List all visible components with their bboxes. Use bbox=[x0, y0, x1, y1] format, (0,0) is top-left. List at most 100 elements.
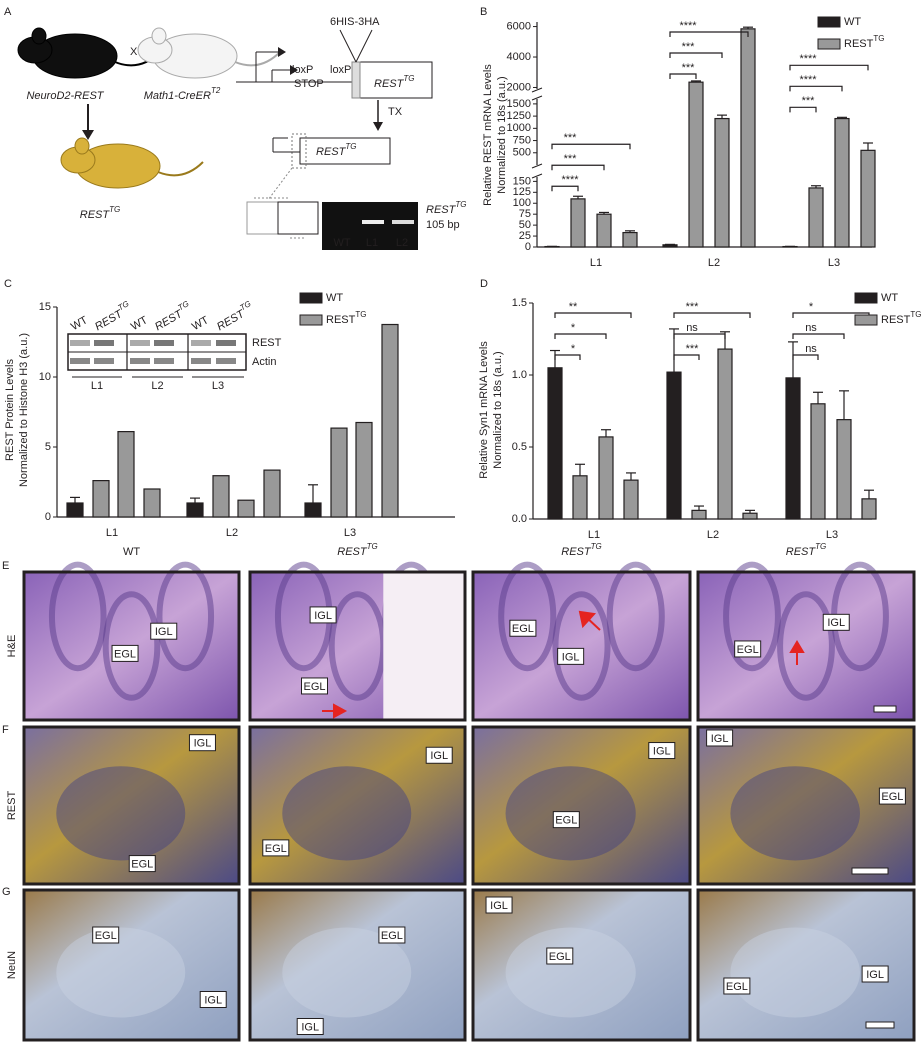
panel-letter: A bbox=[4, 6, 12, 18]
blot-band bbox=[154, 358, 174, 364]
bar bbox=[598, 436, 614, 520]
blot-line: L1 bbox=[91, 380, 103, 392]
bar bbox=[381, 323, 399, 518]
text-sup: TG bbox=[815, 542, 826, 551]
y-tick-label: 75 bbox=[519, 208, 531, 220]
significance-bracket bbox=[673, 354, 700, 360]
significance-label: ns bbox=[686, 322, 698, 334]
layer-label: IGL bbox=[301, 1021, 319, 1033]
mouse-ear bbox=[74, 137, 90, 155]
construct-label: TX bbox=[388, 106, 403, 118]
row-label: REST bbox=[6, 791, 18, 821]
bar bbox=[861, 498, 877, 520]
significance-label: * bbox=[571, 343, 576, 355]
y-tick-label: 1.5 bbox=[512, 297, 527, 309]
significance-label: ** bbox=[569, 301, 578, 313]
tag-box bbox=[351, 61, 361, 99]
significance-label: **** bbox=[799, 53, 817, 65]
bar bbox=[92, 480, 110, 518]
text-main: REST bbox=[316, 146, 347, 158]
layer-label-box bbox=[296, 1018, 324, 1035]
layer-label-box bbox=[199, 991, 227, 1008]
y-tick-label: 1.0 bbox=[512, 369, 527, 381]
bar bbox=[330, 427, 348, 518]
bar bbox=[355, 421, 373, 518]
significance-label: * bbox=[571, 322, 576, 334]
construct-box bbox=[299, 137, 391, 165]
layer-label: EGL bbox=[549, 951, 571, 963]
panel-letter: G bbox=[2, 886, 11, 898]
blot-lane: RESTTG bbox=[151, 299, 194, 333]
mouse-tail bbox=[157, 161, 204, 177]
rule bbox=[267, 167, 293, 201]
significance-label: *** bbox=[682, 62, 696, 74]
layer-label: EGL bbox=[881, 791, 903, 803]
gel-label: RESTTG bbox=[426, 200, 466, 216]
layer-label-box bbox=[262, 839, 290, 857]
tissue-fold bbox=[498, 561, 557, 672]
gel-lane: L2 bbox=[396, 237, 408, 249]
cell-layer bbox=[505, 927, 636, 1018]
bar bbox=[212, 475, 230, 518]
bar bbox=[572, 475, 588, 520]
tissue-fold bbox=[48, 561, 107, 672]
panel-letter: B bbox=[480, 6, 487, 18]
layer-label-box bbox=[723, 977, 751, 995]
micrograph bbox=[250, 890, 465, 1040]
bar bbox=[666, 371, 682, 520]
layer-label-box bbox=[648, 742, 676, 760]
significance-label: **** bbox=[561, 174, 579, 186]
significance-bracket bbox=[554, 312, 632, 318]
micrograph-border bbox=[22, 725, 241, 886]
bar bbox=[691, 509, 707, 520]
bar bbox=[263, 469, 281, 518]
legend-label: WT bbox=[326, 292, 343, 304]
significance-bracket bbox=[554, 354, 581, 360]
micrograph bbox=[473, 890, 690, 1040]
text-main: REST bbox=[844, 38, 874, 50]
layer-label: EGL bbox=[512, 623, 534, 635]
significance-bracket bbox=[669, 73, 697, 79]
gel-lane: L1 bbox=[366, 237, 378, 249]
y-tick-label: 0 bbox=[525, 241, 531, 253]
text-main: REST bbox=[426, 204, 457, 216]
tissue-fold bbox=[156, 561, 215, 672]
legend-swatch bbox=[854, 292, 878, 304]
significance-bracket bbox=[551, 185, 579, 192]
text-main: REST bbox=[881, 314, 911, 326]
bar bbox=[570, 198, 586, 248]
bar bbox=[808, 187, 824, 248]
x-tick-label: L3 bbox=[344, 527, 356, 539]
micrograph bbox=[24, 890, 239, 1040]
legend-label: WT bbox=[881, 292, 898, 304]
significance-label: **** bbox=[679, 20, 697, 32]
cell-layer bbox=[56, 766, 186, 861]
layer-label: EGL bbox=[131, 858, 153, 870]
cell-layer bbox=[730, 927, 860, 1018]
significance-label: *** bbox=[564, 153, 578, 165]
y-axis-label: Relative REST mRNA Levels bbox=[482, 64, 494, 206]
significance-bracket bbox=[673, 333, 726, 339]
red-arrow bbox=[789, 640, 805, 665]
bar bbox=[740, 28, 756, 248]
bar bbox=[836, 419, 852, 520]
layer-label: IGL bbox=[490, 900, 508, 912]
column-header: WT bbox=[123, 546, 140, 558]
layer-label: IGL bbox=[562, 651, 580, 663]
row-label: NeuN bbox=[6, 951, 18, 979]
y-tick-label: 500 bbox=[513, 147, 531, 159]
gel-band bbox=[362, 220, 384, 224]
text-sup: TG bbox=[403, 74, 414, 83]
significance-bracket bbox=[669, 31, 749, 37]
bar bbox=[688, 81, 704, 248]
y-axis-label: REST Protein Levels bbox=[4, 359, 16, 461]
micrograph-border bbox=[248, 725, 467, 886]
mouse-tail bbox=[234, 51, 281, 67]
text-main: REST bbox=[337, 546, 368, 558]
background bbox=[383, 572, 465, 720]
blot-band bbox=[130, 358, 150, 364]
layer-label: IGL bbox=[430, 750, 448, 762]
rule bbox=[339, 29, 357, 63]
layer-label-box bbox=[309, 606, 337, 624]
micrograph-border bbox=[696, 888, 916, 1042]
